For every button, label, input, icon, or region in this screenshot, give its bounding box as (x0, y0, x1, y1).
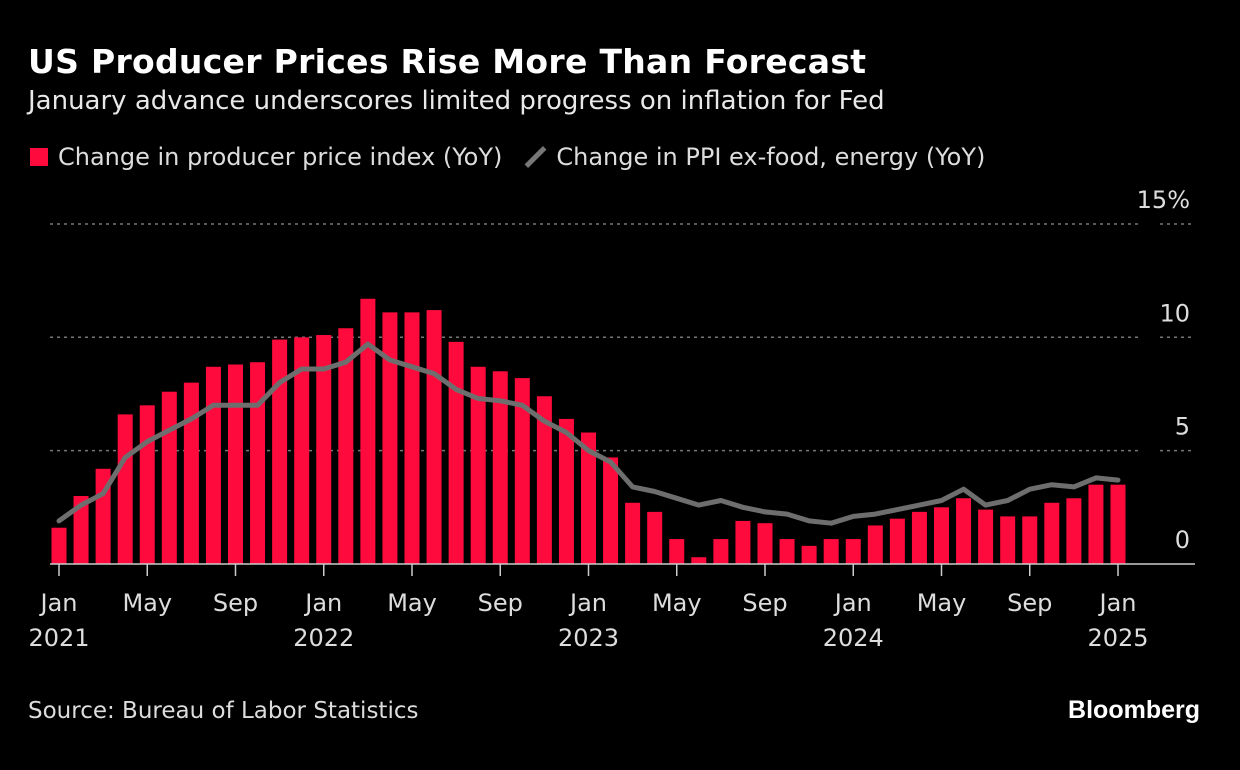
bar (581, 432, 596, 564)
y-tick-label: 15% (1137, 186, 1190, 214)
legend: Change in producer price index (YoY) Cha… (30, 143, 985, 171)
bar (978, 509, 994, 564)
bar (1000, 516, 1016, 564)
bar (514, 378, 530, 564)
bloomberg-logo: Bloomberg (1068, 696, 1200, 724)
bar (536, 396, 552, 564)
x-tick-year: 2025 (1087, 624, 1148, 652)
y-tick-label: 10 (1159, 299, 1190, 327)
chart-subtitle: January advance underscores limited prog… (28, 86, 885, 116)
bar (1022, 516, 1038, 564)
bar (228, 364, 243, 564)
bar (603, 457, 619, 564)
bar (316, 335, 332, 564)
bar (845, 539, 861, 564)
bar (272, 339, 288, 564)
x-tick-year: 2024 (823, 624, 884, 652)
bar (426, 310, 442, 564)
x-tick-label: Sep (478, 589, 523, 617)
bar (492, 371, 508, 564)
bar (448, 341, 464, 564)
x-tick-label: May (122, 589, 172, 617)
x-tick-label: Jan (303, 589, 342, 617)
bar (404, 312, 420, 564)
y-tick-label: 5 (1175, 413, 1190, 441)
bar (1066, 498, 1082, 564)
bar (889, 518, 905, 564)
bar (867, 525, 883, 564)
x-tick-label: Sep (213, 589, 258, 617)
bar (647, 511, 663, 564)
x-tick-label: May (917, 589, 967, 617)
bar (338, 328, 354, 564)
bar (757, 523, 773, 564)
bar (934, 507, 949, 564)
bar (713, 539, 729, 564)
bar (801, 545, 817, 564)
source-note: Source: Bureau of Labor Statistics (28, 698, 419, 724)
bar (823, 539, 839, 564)
bar (139, 405, 155, 564)
x-tick-label: Sep (742, 589, 787, 617)
bar (183, 382, 199, 564)
x-tick-year: 2023 (558, 624, 619, 652)
x-tick-label: May (652, 589, 702, 617)
bar (470, 366, 486, 564)
x-tick-year: 2022 (293, 624, 354, 652)
x-tick-label: Jan (1098, 589, 1137, 617)
bar (691, 557, 707, 564)
bar (1044, 502, 1060, 564)
bar (735, 520, 751, 564)
legend-bar-label: Change in producer price index (YoY) (58, 143, 503, 171)
bar (911, 511, 927, 564)
bar (360, 298, 376, 564)
bar (382, 312, 398, 564)
bar (1088, 484, 1104, 564)
x-tick-label: Jan (568, 589, 607, 617)
x-tick-label: Jan (39, 589, 78, 617)
bar (73, 495, 89, 564)
bar (51, 527, 67, 564)
bar (669, 539, 685, 564)
bar (250, 362, 266, 564)
bar (956, 498, 972, 564)
bar (625, 502, 641, 564)
x-tick-year: 2021 (28, 624, 89, 652)
x-tick-label: Jan (833, 589, 872, 617)
y-tick-label: 0 (1175, 526, 1190, 554)
x-tick-label: May (387, 589, 437, 617)
bar (779, 539, 795, 564)
bar (161, 391, 177, 564)
bar (205, 366, 221, 564)
bar (95, 468, 111, 564)
legend-bar-swatch (30, 148, 48, 166)
bar (117, 414, 133, 564)
line-series (56, 341, 1121, 526)
bar (294, 337, 310, 564)
x-tick-label: Sep (1007, 589, 1052, 617)
chart-title: US Producer Prices Rise More Than Foreca… (28, 42, 867, 81)
legend-line-label: Change in PPI ex-food, energy (YoY) (556, 143, 986, 171)
bar (558, 418, 574, 564)
bar (1110, 484, 1126, 564)
